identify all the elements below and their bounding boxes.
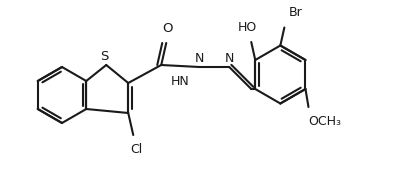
Text: OCH₃: OCH₃ bbox=[308, 115, 342, 128]
Text: S: S bbox=[100, 50, 108, 63]
Text: N: N bbox=[224, 52, 234, 65]
Text: Cl: Cl bbox=[130, 143, 143, 156]
Text: HO: HO bbox=[237, 21, 257, 34]
Text: N: N bbox=[194, 52, 204, 65]
Text: Br: Br bbox=[288, 7, 302, 20]
Text: HN: HN bbox=[171, 75, 190, 88]
Text: O: O bbox=[162, 22, 173, 35]
